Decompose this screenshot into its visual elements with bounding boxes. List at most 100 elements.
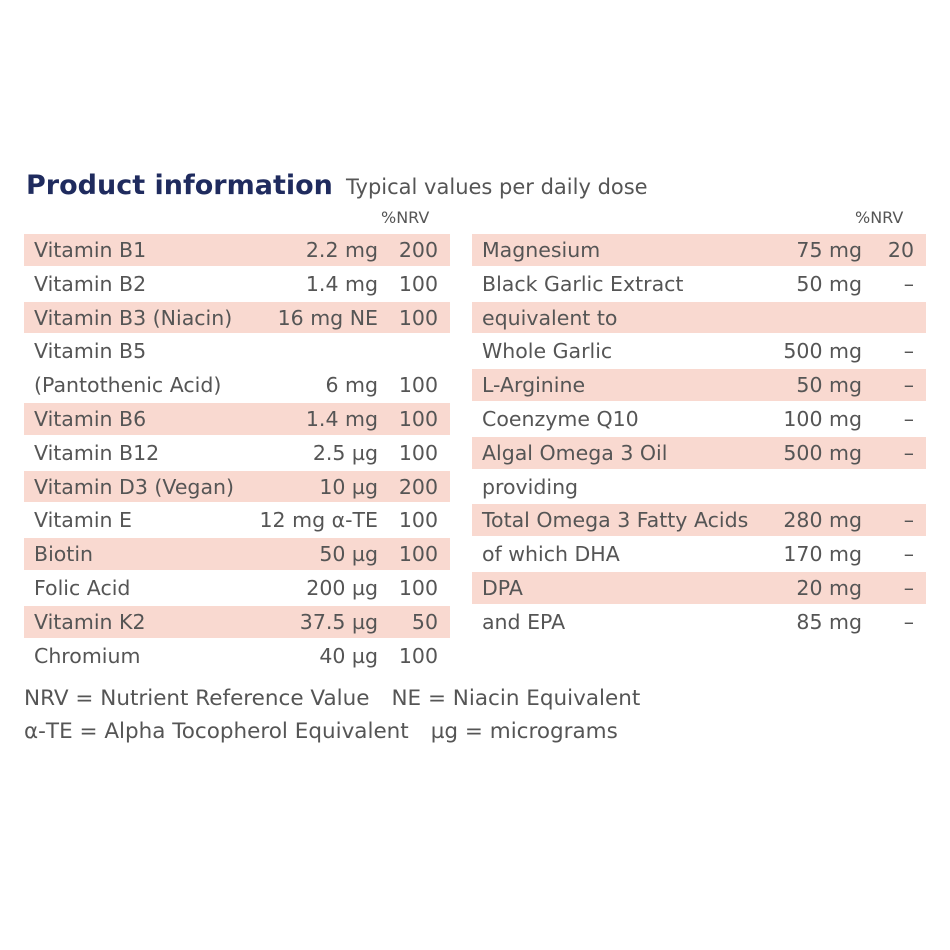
nutrient-amount: 40 µg bbox=[319, 643, 378, 668]
table-row: of which DHA 170 mg – bbox=[472, 538, 926, 572]
left-nrv-column-header: %NRV bbox=[381, 208, 430, 227]
nutrient-name: Vitamin B1 bbox=[34, 238, 147, 262]
table-row: Vitamin B3 (Niacin) 16 mg NE 100 bbox=[24, 301, 450, 336]
nutrient-amount: 170 mg bbox=[783, 542, 862, 567]
nutrient-nrv: 100 bbox=[398, 542, 438, 567]
nutrient-name: Black Garlic Extract bbox=[482, 271, 684, 296]
nutrient-nrv: – bbox=[903, 609, 914, 634]
header: Product information Typical values per d… bbox=[26, 170, 648, 201]
table-row: providing bbox=[472, 471, 926, 505]
nutrient-amount: 1.4 mg bbox=[305, 271, 378, 296]
table-row: Vitamin K2 37.5 µg 50 bbox=[24, 605, 450, 640]
nutrient-name: Magnesium bbox=[482, 238, 601, 262]
nutrient-amount: 100 mg bbox=[783, 406, 862, 431]
nutrient-nrv: 100 bbox=[398, 305, 438, 330]
nutrient-nrv: 200 bbox=[398, 238, 438, 262]
page-subtitle: Typical values per daily dose bbox=[345, 175, 648, 199]
nutrient-nrv: 100 bbox=[398, 271, 438, 296]
footnote-nrv: NRV = Nutrient Reference Value bbox=[24, 686, 370, 711]
nutrient-amount: 20 mg bbox=[796, 575, 862, 600]
nutrient-name: providing bbox=[482, 474, 579, 499]
nutrient-name: and EPA bbox=[482, 609, 566, 634]
nutrient-name: Coenzyme Q10 bbox=[482, 406, 639, 431]
page-title: Product information bbox=[26, 170, 333, 201]
nutrient-amount: 500 mg bbox=[783, 339, 862, 364]
right-nutrient-table: Magnesium 75 mg 20 Black Garlic Extract 50 m… bbox=[472, 234, 926, 640]
nutrient-amount: 16 mg NE bbox=[277, 305, 378, 330]
footnote-line-1: NRV = Nutrient Reference Value NE = Niaci… bbox=[24, 682, 640, 715]
footnote-ug: µg = micrograms bbox=[430, 719, 618, 744]
nutrient-name: Folic Acid bbox=[34, 575, 131, 600]
table-row: Vitamin D3 (Vegan) 10 µg 200 bbox=[24, 470, 450, 505]
table-row: Coenzyme Q10 100 mg – bbox=[472, 403, 926, 437]
table-row: Folic Acid 200 µg 100 bbox=[24, 572, 450, 606]
nutrient-amount: 75 mg bbox=[796, 238, 862, 262]
right-nrv-column-header: %NRV bbox=[855, 208, 904, 227]
table-row: Magnesium 75 mg 20 bbox=[472, 234, 926, 268]
nutrient-name: Vitamin K2 bbox=[34, 609, 146, 634]
nutrient-name: Vitamin B3 (Niacin) bbox=[34, 305, 233, 330]
nutrient-amount: 280 mg bbox=[783, 508, 862, 533]
nutrient-nrv: 100 bbox=[398, 373, 438, 398]
footnote-ate: α-TE = Alpha Tocopherol Equivalent bbox=[24, 719, 409, 744]
table-row: Black Garlic Extract 50 mg – bbox=[472, 268, 926, 302]
nutrient-name: Vitamin B5 bbox=[34, 339, 147, 364]
nutrient-name: Vitamin D3 (Vegan) bbox=[34, 474, 234, 499]
footnote-ne: NE = Niacin Equivalent bbox=[391, 686, 641, 711]
nutrient-nrv: – bbox=[903, 339, 914, 364]
nutrient-name: Total Omega 3 Fatty Acids bbox=[482, 508, 749, 533]
table-row: Chromium 40 µg 100 bbox=[24, 640, 450, 674]
nutrient-name: of which DHA bbox=[482, 542, 620, 567]
nutrient-name: Vitamin B2 bbox=[34, 271, 147, 296]
nutrient-nrv: 100 bbox=[398, 575, 438, 600]
table-row: L-Arginine 50 mg – bbox=[472, 369, 926, 403]
nutrient-amount: 50 µg bbox=[319, 542, 378, 567]
nutrient-amount: 12 mg α-TE bbox=[259, 508, 379, 533]
nutrient-name: Chromium bbox=[34, 643, 141, 668]
footnotes: NRV = Nutrient Reference Value NE = Niaci… bbox=[24, 682, 640, 748]
nutrient-amount: 6 mg bbox=[325, 373, 378, 398]
nutrient-nrv: – bbox=[903, 542, 914, 567]
nutrient-amount: 37.5 µg bbox=[299, 609, 378, 634]
nutrient-nrv: – bbox=[903, 508, 914, 533]
table-row: Algal Omega 3 Oil 500 mg – bbox=[472, 436, 926, 471]
nutrient-name: Vitamin B6 bbox=[34, 406, 147, 431]
nutrient-nrv: 100 bbox=[398, 406, 438, 431]
nutrient-name: Biotin bbox=[34, 542, 94, 567]
nutrient-nrv: 100 bbox=[398, 440, 438, 465]
left-nutrient-table: Vitamin B1 2.2 mg 200 Vitamin B2 1.4 mg 100 Vi… bbox=[24, 234, 450, 673]
table-row: (Pantothenic Acid) 6 mg 100 bbox=[24, 369, 450, 403]
nutrient-amount: 500 mg bbox=[783, 440, 862, 465]
nutrient-amount: 50 mg bbox=[796, 271, 862, 296]
table-row: and EPA 85 mg – bbox=[472, 606, 926, 640]
nutrient-amount: 85 mg bbox=[796, 609, 862, 634]
nutrient-amount: 2.2 mg bbox=[305, 238, 378, 262]
footnote-line-2: α-TE = Alpha Tocopherol Equivalent µg = m… bbox=[24, 715, 640, 748]
nutrient-nrv: 200 bbox=[398, 474, 438, 499]
table-row: Total Omega 3 Fatty Acids 280 mg – bbox=[472, 504, 926, 539]
nutrient-amount: 1.4 mg bbox=[305, 406, 378, 431]
nutrient-amount: 50 mg bbox=[796, 373, 862, 398]
nutrient-amount: 2.5 µg bbox=[312, 440, 378, 465]
nutrient-amount: 10 µg bbox=[319, 474, 378, 499]
nutrient-nrv: – bbox=[903, 440, 914, 465]
table-row: Vitamin E 12 mg α-TE 100 bbox=[24, 504, 450, 538]
table-row: Biotin 50 µg 100 bbox=[24, 538, 450, 572]
table-row: Vitamin B5 bbox=[24, 335, 450, 369]
nutrient-name: Whole Garlic bbox=[482, 339, 613, 364]
nutrient-nrv: 50 bbox=[411, 609, 438, 634]
nutrient-nrv: – bbox=[903, 271, 914, 296]
table-row: Vitamin B12 2.5 µg 100 bbox=[24, 437, 450, 471]
nutrient-name: DPA bbox=[482, 575, 523, 600]
nutrient-name: L-Arginine bbox=[482, 373, 586, 398]
nutrient-name: (Pantothenic Acid) bbox=[34, 373, 222, 398]
table-row: Vitamin B2 1.4 mg 100 bbox=[24, 268, 450, 302]
table-row: Whole Garlic 500 mg – bbox=[472, 335, 926, 369]
nutrient-nrv: – bbox=[903, 575, 914, 600]
table-row: Vitamin B6 1.4 mg 100 bbox=[24, 402, 450, 437]
nutrient-amount: 200 µg bbox=[306, 575, 378, 600]
nutrient-nrv: 100 bbox=[398, 643, 438, 668]
table-row: equivalent to bbox=[472, 301, 926, 336]
nutrient-nrv: – bbox=[903, 373, 914, 398]
nutrient-name: equivalent to bbox=[482, 305, 618, 330]
